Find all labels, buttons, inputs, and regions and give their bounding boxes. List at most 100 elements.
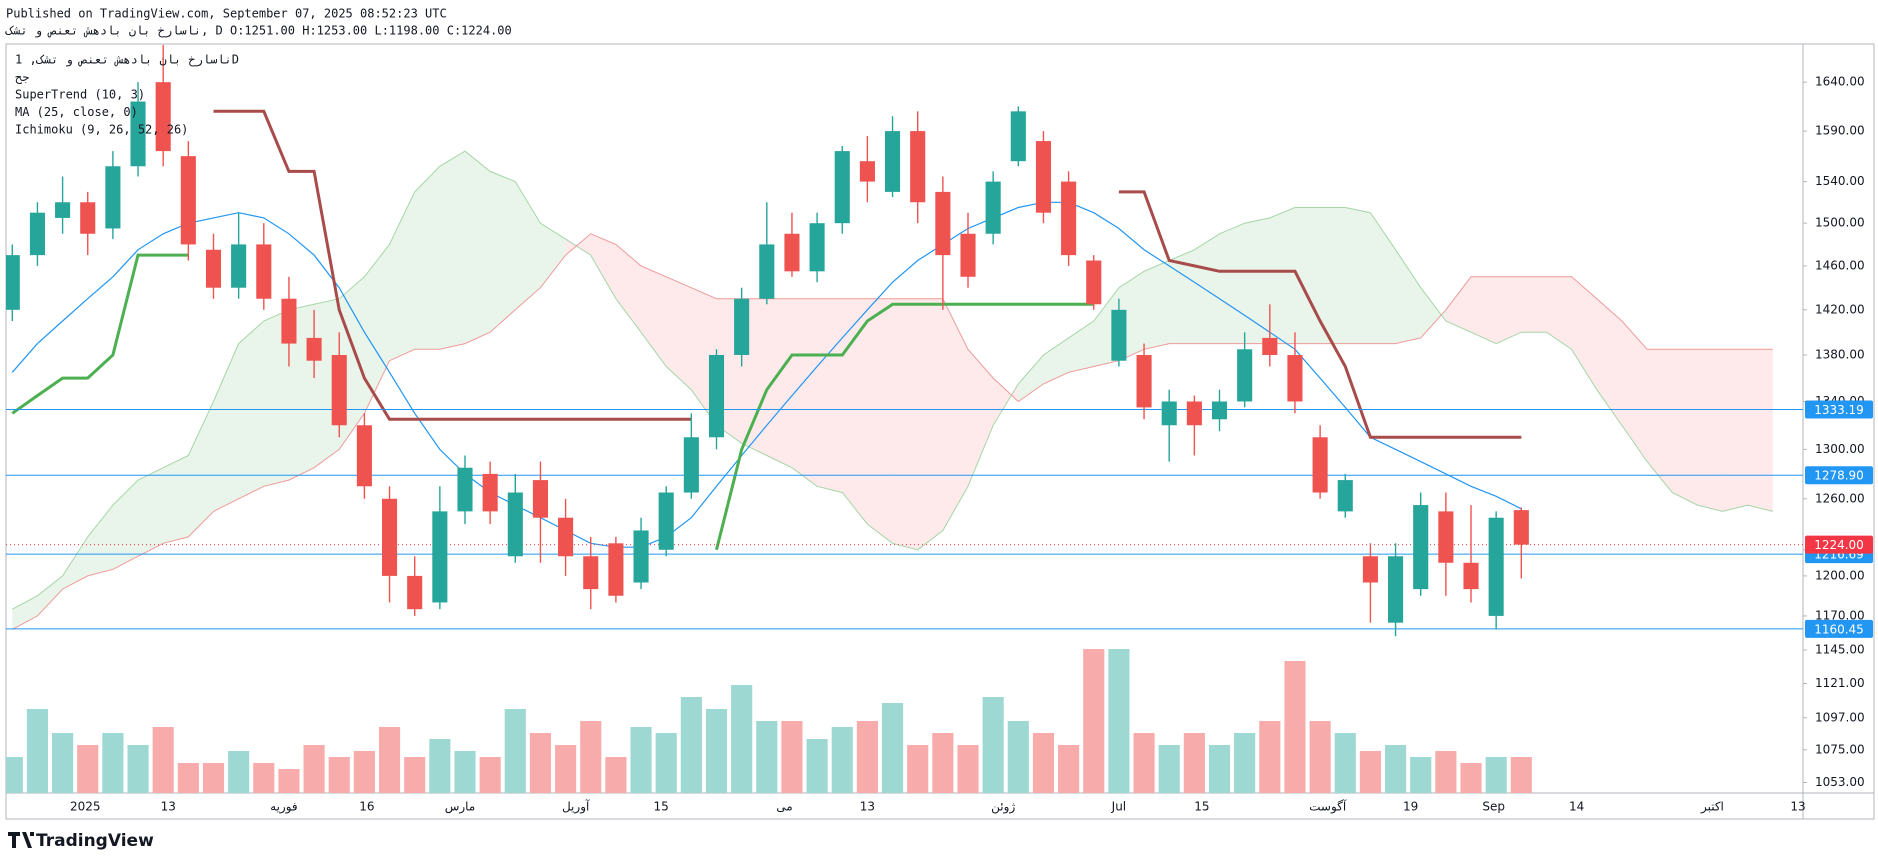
volume-bar — [806, 739, 828, 793]
legend-item: Ichimoku (9, 26, 52, 26) — [15, 123, 188, 137]
cloud-fill — [490, 171, 516, 333]
candle-body — [532, 480, 548, 518]
volume-bar — [1435, 751, 1457, 793]
volume-bar — [228, 751, 250, 793]
candle-body — [558, 517, 574, 557]
candle-body — [1010, 111, 1026, 162]
volume-bar — [856, 721, 878, 793]
volume-bar — [454, 751, 476, 793]
volume-bar — [982, 697, 1004, 793]
cloud-fill — [1144, 260, 1170, 350]
x-tick-label: آگوست — [1309, 799, 1347, 815]
volume-bar — [102, 733, 124, 793]
volume-bar — [957, 745, 979, 793]
cloud-fill — [364, 244, 390, 414]
cloud-fill — [942, 298, 969, 531]
volume-bar — [1334, 733, 1356, 793]
y-tick-label: 1590.00 — [1815, 124, 1865, 138]
cloud-fill — [1546, 276, 1572, 350]
volume-bar — [177, 763, 199, 793]
chart-frame — [5, 43, 1875, 820]
volume-bar — [1410, 757, 1432, 793]
cloud-fill — [1496, 276, 1522, 344]
x-tick-label: 16 — [359, 800, 374, 814]
cloud-fill — [1471, 276, 1497, 344]
x-tick-label: 13 — [860, 800, 875, 814]
volume-bar — [680, 697, 702, 793]
cloud-fill — [1219, 223, 1245, 344]
volume-bar — [479, 757, 501, 793]
cloud-fill — [389, 191, 415, 361]
cloud-fill — [1521, 276, 1547, 333]
logo-icon — [8, 832, 34, 848]
y-tick-label: 1097.00 — [1815, 710, 1865, 724]
cloud-fill — [993, 378, 1019, 426]
candle-body — [885, 131, 901, 192]
cloud-fill — [1370, 212, 1396, 344]
candle-body — [1337, 480, 1353, 512]
candle-body — [55, 202, 71, 218]
cloud-fill — [641, 265, 667, 367]
legend: ناسارخ بان بادهش تعنص و تشک, 1D جح SuperTr… — [15, 53, 239, 137]
volume-bar — [1284, 661, 1306, 793]
level-badge: 1333.19 — [1814, 403, 1864, 417]
cloud-fill — [867, 298, 893, 544]
candle-body — [507, 492, 523, 557]
candle-body — [231, 244, 247, 288]
volume-bar — [831, 727, 853, 793]
candle-body — [1488, 517, 1504, 616]
cloud-fill — [439, 151, 465, 350]
cloud-fill — [917, 298, 943, 550]
y-tick-label: 1170.00 — [1815, 608, 1865, 622]
cloud-fill — [1320, 207, 1346, 344]
volume-bar — [529, 733, 552, 793]
volume-bar — [731, 685, 753, 793]
cloud-fill — [87, 505, 113, 576]
volume-bar — [52, 733, 74, 793]
candle-body — [633, 530, 649, 583]
x-tick-label: آوریل — [562, 799, 590, 815]
x-tick-label: فوریه — [270, 800, 298, 815]
candle-body — [683, 437, 699, 493]
y-tick-label: 1260.00 — [1815, 491, 1865, 505]
y-tick-label: 1075.00 — [1815, 742, 1865, 756]
candle-body — [1061, 181, 1077, 256]
x-tick-label: مارس — [445, 800, 476, 815]
y-tick-label: 1460.00 — [1815, 258, 1865, 272]
cloud-fill — [1571, 276, 1597, 390]
volume-bar — [781, 721, 803, 793]
cloud-fill — [1018, 354, 1044, 402]
candle-body — [859, 161, 875, 182]
candle-body — [759, 244, 775, 299]
footer-logo: TradingView — [8, 831, 154, 851]
candle-body — [482, 473, 498, 512]
candle-body — [381, 498, 398, 576]
plot-area — [6, 45, 1803, 793]
volume-bar — [1083, 649, 1105, 793]
legend-item: جح — [15, 70, 29, 84]
volume-bar — [1007, 721, 1029, 793]
legend-item: SuperTrend (10, 3) — [15, 88, 145, 102]
y-tick-label: 1200.00 — [1815, 568, 1865, 582]
candle-body — [1211, 401, 1228, 420]
cloud-fill — [1697, 349, 1723, 512]
candle-body — [1161, 401, 1177, 426]
cloud-fill — [1420, 287, 1446, 338]
candle-body — [734, 298, 750, 355]
cloud-fill — [1747, 349, 1773, 512]
candle-body — [658, 492, 674, 550]
brand: TradingView — [36, 831, 154, 851]
x-tick-label: 15 — [654, 800, 669, 814]
x-tick-label: می — [776, 800, 792, 814]
legend-item: ناسارخ بان بادهش تعنص و تشک, 1D — [15, 53, 239, 68]
candle-body — [180, 156, 196, 245]
cloud-fill — [62, 536, 88, 590]
volume-bar — [1133, 733, 1155, 793]
cloud-fill — [1621, 320, 1648, 462]
cloud-fill — [615, 244, 642, 333]
volume-bar — [555, 745, 577, 793]
x-tick-label: 2025 — [70, 800, 101, 814]
candle-body — [1413, 505, 1429, 590]
candle-body — [1513, 510, 1529, 545]
volume-bar — [1485, 757, 1507, 793]
